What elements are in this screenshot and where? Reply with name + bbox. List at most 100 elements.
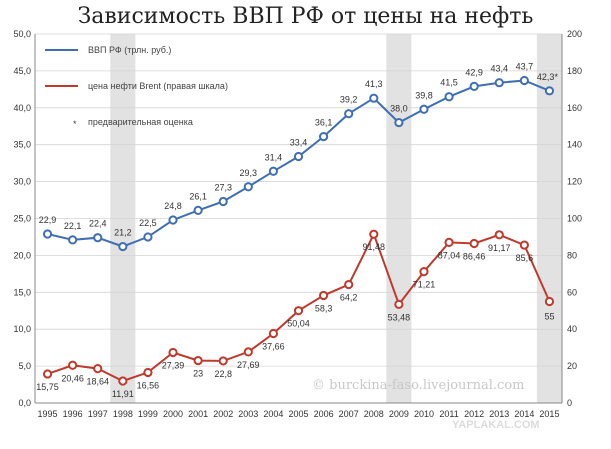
- right-tick-label: 60: [567, 287, 577, 297]
- oil-price-point: [519, 240, 529, 250]
- oil-price-point: [42, 369, 53, 379]
- gdp-data-label: 22,5: [139, 218, 157, 228]
- oil-price-point: [268, 328, 279, 339]
- oil-price-data-label: 27,39: [162, 360, 185, 370]
- series-points: [42, 75, 555, 386]
- gdp-data-label: 43,4: [490, 64, 508, 74]
- gdp-data-label: 22,1: [64, 221, 82, 231]
- left-tick-label: 45,0: [13, 66, 31, 76]
- oil-price-data-label: 50,04: [287, 319, 310, 329]
- x-tick-label: 2013: [489, 409, 509, 419]
- oil-price-data-label: 55: [544, 312, 554, 322]
- gdp-data-label: 33,4: [290, 138, 308, 148]
- gdp-data-label: 39,2: [340, 95, 358, 105]
- gdp-point: [118, 241, 128, 252]
- gdp-data-label: 36,1: [315, 118, 333, 128]
- oil-price-data-label: 86,46: [463, 251, 486, 261]
- x-tick-label: 2014: [514, 409, 534, 419]
- oil-price-data-label: 23: [193, 369, 203, 379]
- oil-price-point: [344, 279, 354, 290]
- x-tick-label: 1997: [88, 409, 108, 419]
- oil-price-data-label: 22,8: [214, 369, 232, 379]
- oil-price-data-label: 85,6: [516, 253, 534, 263]
- oil-price-point: [168, 347, 178, 358]
- x-tick-label: 2011: [439, 409, 458, 419]
- gdp-point: [268, 166, 279, 176]
- oil-price-data-label: 53,48: [388, 312, 411, 322]
- brand-mark: YAPLAKAL.COM: [452, 419, 540, 431]
- gdp-point: [419, 104, 429, 114]
- left-axis-ticks: 0,0 5,0 10,0 15,0 20,0 25,0 30,0 35,0 40,0 45,0 50…: [13, 29, 31, 408]
- right-tick-label: 200: [567, 29, 582, 39]
- legend-label-oil: цена нефти Brent (правая шкала): [88, 81, 228, 91]
- right-tick-label: 180: [567, 66, 582, 76]
- oil-price-data-label: 27,69: [237, 360, 260, 370]
- x-tick-label: 2009: [389, 409, 409, 419]
- oil-price-point: [93, 364, 103, 374]
- gdp-point: [168, 215, 178, 225]
- right-tick-label: 0: [567, 398, 572, 408]
- watermark: © burckina-faso.livejournal.com: [312, 378, 524, 393]
- x-tick-label: 2006: [314, 409, 334, 419]
- legend-label-gdp: ВВП РФ (трлн. руб.): [88, 45, 171, 55]
- left-tick-label: 15,0: [13, 287, 31, 297]
- left-tick-label: 25,0: [13, 214, 31, 224]
- oil-price-data-label: 58,3: [315, 303, 333, 313]
- x-tick-label: 2010: [414, 409, 434, 419]
- gdp-data-label: 41,3: [365, 79, 383, 89]
- gdp-data-label: 31,4: [265, 152, 283, 162]
- oil-price-point: [293, 306, 304, 316]
- legend-note: предварительная оценка: [88, 117, 193, 127]
- right-tick-label: 80: [567, 250, 577, 260]
- oil-price-point: [118, 376, 128, 386]
- gdp-point: [143, 232, 153, 242]
- x-tick-label: 2012: [464, 409, 484, 419]
- gdp-point: [469, 81, 479, 91]
- oil-price-data-label: 18,64: [86, 377, 109, 387]
- oil-price-point: [143, 367, 153, 378]
- oil-price-point: [494, 230, 504, 240]
- oil-price-data-label: 71,21: [413, 280, 436, 290]
- x-tick-label: 1996: [63, 409, 83, 419]
- x-tick-label: 2015: [539, 409, 559, 419]
- gdp-point: [494, 78, 504, 88]
- gdp-data-label: 29,3: [240, 168, 258, 178]
- oil-price-data-label: 37,66: [262, 342, 285, 352]
- gdp-data-label: 38,0: [390, 104, 408, 114]
- right-tick-label: 100: [567, 214, 582, 224]
- left-tick-label: 50,0: [13, 29, 31, 39]
- x-tick-label: 2005: [288, 409, 308, 419]
- oil-price-data-label: 20,46: [61, 373, 84, 383]
- gdp-point: [369, 93, 379, 103]
- gdp-data-label: 39,8: [415, 90, 433, 100]
- oil-price-point: [243, 347, 253, 357]
- oil-price-data-label: 91,48: [363, 242, 386, 252]
- x-tick-label: 2001: [188, 409, 208, 419]
- left-tick-label: 0,0: [18, 398, 31, 408]
- gdp-data-label: 27,3: [214, 183, 232, 193]
- gdp-point: [193, 205, 203, 215]
- x-tick-label: 2007: [339, 409, 359, 419]
- oil-price-point: [68, 360, 78, 370]
- left-tick-label: 40,0: [13, 103, 31, 113]
- left-tick-label: 10,0: [13, 324, 31, 334]
- legend: ВВП РФ (трлн. руб.) цена нефти Brent (пр…: [45, 45, 228, 129]
- gdp-data-label: 42,3*: [537, 72, 559, 82]
- left-tick-label: 35,0: [13, 140, 31, 150]
- right-axis-ticks: 0 20 40 60 80 100 120 140 160 180 200: [567, 29, 582, 408]
- oil-price-data-label: 11,91: [112, 389, 134, 399]
- gdp-data-label: 21,2: [114, 228, 132, 238]
- oil-price-data-label: 64,2: [340, 293, 358, 303]
- gdp-point: [218, 196, 228, 207]
- gdp-data-label: 26,1: [189, 191, 207, 201]
- oil-price-point: [318, 290, 329, 301]
- oil-price-point: [469, 238, 479, 249]
- oil-price-point: [544, 296, 555, 307]
- x-tick-label: 1995: [38, 409, 58, 419]
- chart-title: Зависимость ВВП РФ от цены на нефть: [77, 4, 534, 29]
- gdp-point: [519, 75, 529, 86]
- gdp-point: [93, 233, 103, 243]
- gdp-point: [344, 109, 354, 119]
- right-tick-label: 20: [567, 361, 577, 371]
